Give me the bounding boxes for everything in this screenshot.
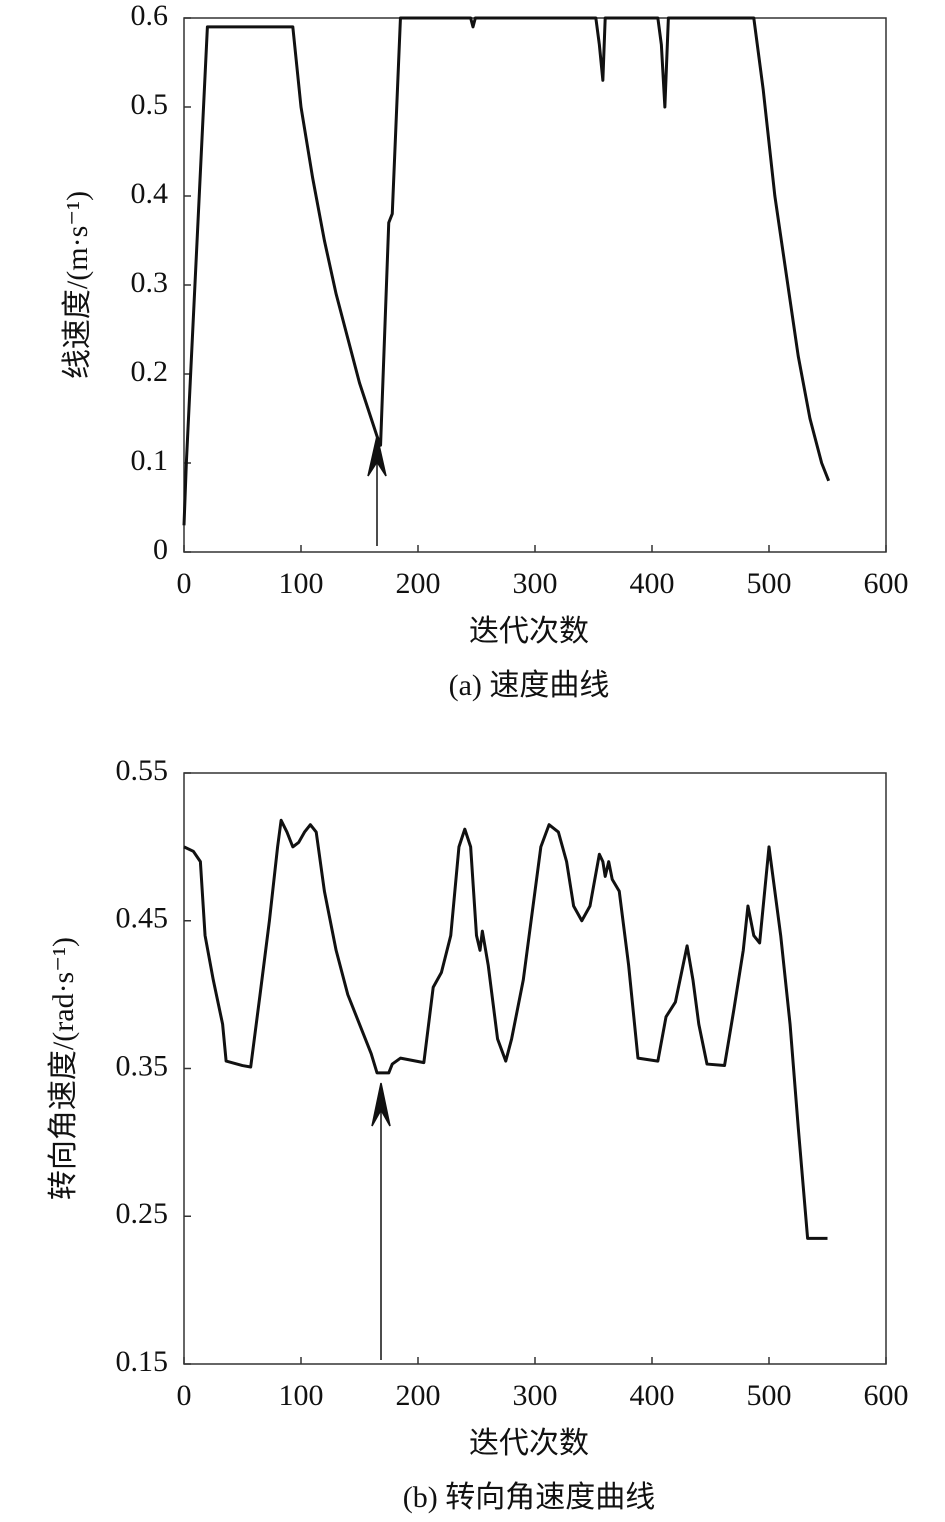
x-axis-label: 迭代次数 xyxy=(469,615,589,648)
x-tick-label: 500 xyxy=(747,1379,792,1412)
x-tick-label: 400 xyxy=(630,567,675,600)
x-tick-label: 0 xyxy=(177,567,192,600)
x-axis-label: 迭代次数 xyxy=(469,1427,589,1460)
y-tick-label: 0.15 xyxy=(116,1345,169,1378)
y-tick-label: 0.1 xyxy=(131,444,169,477)
y-tick-label: 0.35 xyxy=(116,1049,169,1082)
y-tick-label: 0.45 xyxy=(116,902,169,935)
line-series xyxy=(182,16,831,526)
x-tick-label: 300 xyxy=(513,567,558,600)
y-axis-label: 线速度/(m·s⁻¹) xyxy=(61,191,94,379)
x-tick-label: 400 xyxy=(630,1379,675,1412)
x-tick-label: 600 xyxy=(864,567,909,600)
plot-frame xyxy=(183,17,887,553)
y-tick-label: 0.25 xyxy=(116,1197,169,1230)
x-tick-label: 300 xyxy=(513,1379,558,1412)
x-tick-label: 200 xyxy=(396,567,441,600)
y-tick-label: 0.6 xyxy=(131,0,169,32)
y-tick-label: 0.3 xyxy=(131,266,169,299)
x-tick-label: 500 xyxy=(747,567,792,600)
plot-frame xyxy=(183,772,887,1365)
y-tick-label: 0.2 xyxy=(131,355,169,388)
caption: (a) 速度曲线 xyxy=(449,669,610,702)
x-tick-label: 200 xyxy=(396,1379,441,1412)
y-axis-label: 转向角速度/(rad·s⁻¹) xyxy=(47,937,80,1200)
caption: (b) 转向角速度曲线 xyxy=(403,1481,655,1514)
y-tick-label: 0 xyxy=(153,533,168,566)
arrow-head xyxy=(371,1082,391,1127)
y-tick-label: 0.55 xyxy=(116,754,169,787)
x-tick-label: 100 xyxy=(279,567,324,600)
y-tick-label: 0.5 xyxy=(131,88,169,121)
x-tick-label: 0 xyxy=(177,1379,192,1412)
x-tick-label: 600 xyxy=(864,1379,909,1412)
line-series xyxy=(183,818,828,1240)
y-tick-label: 0.4 xyxy=(131,177,169,210)
x-tick-label: 100 xyxy=(279,1379,324,1412)
arrow-head xyxy=(367,435,387,477)
